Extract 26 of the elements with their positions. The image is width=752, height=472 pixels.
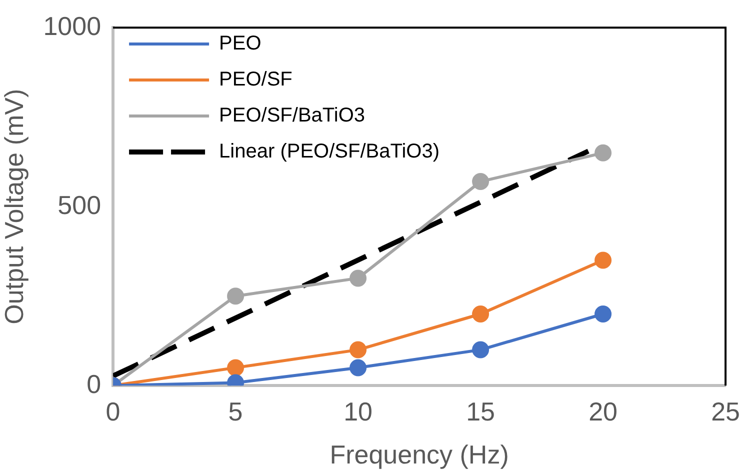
point [227, 359, 244, 376]
x-tick-label: 15 [466, 396, 495, 426]
x-tick-label: 20 [588, 396, 618, 426]
point [350, 359, 367, 376]
legend-label: PEO [219, 32, 262, 55]
point [594, 306, 612, 322]
legend-label: PEO/SF [219, 68, 292, 91]
y-axis-title: Output Voltage (mV) [0, 88, 29, 324]
point [350, 341, 367, 358]
point [350, 270, 367, 287]
legend-label: PEO/SF/BaTiO3 [219, 104, 366, 127]
y-tick-label: 1000 [43, 10, 102, 41]
point [227, 288, 244, 305]
x-tick-label: 0 [106, 396, 120, 426]
point [594, 252, 612, 269]
point [472, 341, 490, 358]
x-tick-label: 5 [228, 396, 243, 426]
point [472, 306, 490, 322]
y-tick-label: 0 [86, 368, 102, 399]
y-tick-label: 500 [58, 190, 102, 220]
x-tick-label: 25 [711, 396, 740, 426]
point [594, 144, 612, 162]
x-tick-label: 10 [344, 396, 372, 426]
x-axis-title: Frequency (Hz) [330, 440, 509, 470]
point [472, 173, 490, 190]
legend-label: Linear (PEO/SF/BaTiO3) [219, 140, 440, 163]
